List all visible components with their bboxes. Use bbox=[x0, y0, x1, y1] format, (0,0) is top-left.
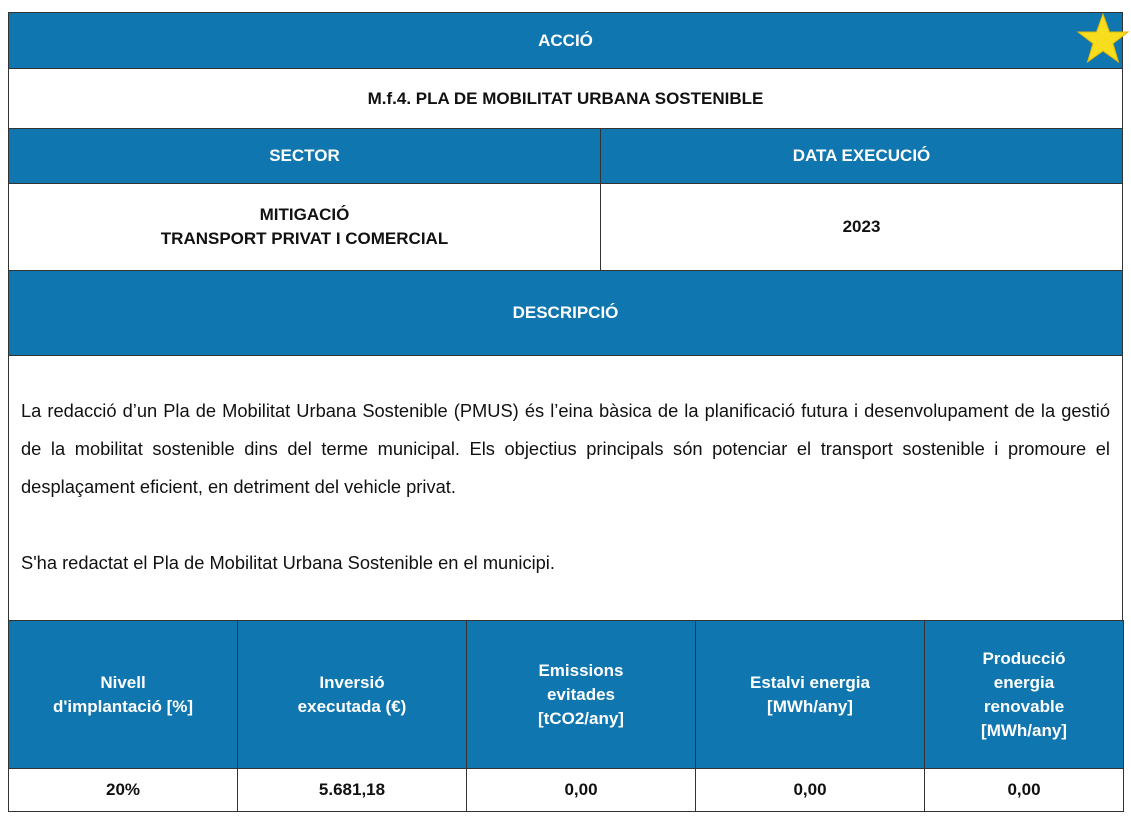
star-icon bbox=[1076, 12, 1130, 64]
description-paragraph: La redacció d’un Pla de Mobilitat Urbana… bbox=[21, 400, 1110, 497]
sector-line: TRANSPORT PRIVAT I COMERCIAL bbox=[160, 229, 449, 248]
header-line: [MWh/any] bbox=[767, 696, 853, 716]
header-line: Producció bbox=[982, 648, 1066, 668]
table-header-cell: Estalvi energia [MWh/any] bbox=[695, 620, 925, 769]
table-value-cell: 0,00 bbox=[695, 768, 925, 812]
value-text: 5.681,18 bbox=[318, 780, 386, 799]
table-value-cell: 20% bbox=[8, 768, 238, 812]
header-line: Nivell bbox=[100, 672, 146, 692]
sector-value: MITIGACIÓ TRANSPORT PRIVAT I COMERCIAL bbox=[8, 183, 601, 271]
code-title: M.f.4. PLA DE MOBILITAT URBANA SOSTENIBL… bbox=[8, 68, 1123, 129]
table-header-cell: Inversió executada (€) bbox=[237, 620, 467, 769]
header-line: renovable bbox=[983, 696, 1065, 716]
table-header-cell: Producció energia renovable [MWh/any] bbox=[924, 620, 1124, 769]
header-line: [MWh/any] bbox=[981, 720, 1067, 740]
header-line: Estalvi energia bbox=[749, 672, 870, 692]
date-text: 2023 bbox=[842, 217, 881, 236]
header-line: energia bbox=[993, 672, 1055, 692]
header-line: d'implantació [%] bbox=[52, 696, 194, 716]
description-body: La redacció d’un Pla de Mobilitat Urbana… bbox=[8, 355, 1123, 621]
sector-line: MITIGACIÓ bbox=[259, 205, 350, 224]
header-line: Emissions bbox=[538, 660, 624, 680]
value-text: 20% bbox=[105, 780, 141, 799]
table-value-cell: 5.681,18 bbox=[237, 768, 467, 812]
header-line: [tCO2/any] bbox=[538, 708, 624, 728]
table-header-cell: Emissions evitades [tCO2/any] bbox=[466, 620, 696, 769]
date-label: DATA EXECUCIÓ bbox=[792, 146, 931, 165]
header-line: Inversió bbox=[319, 672, 385, 692]
value-text: 0,00 bbox=[564, 780, 598, 799]
header-line: executada (€) bbox=[297, 696, 407, 716]
description-label: DESCRIPCIÓ bbox=[512, 303, 619, 322]
date-value: 2023 bbox=[600, 183, 1123, 271]
table-header-cell: Nivell d'implantació [%] bbox=[8, 620, 238, 769]
value-text: 0,00 bbox=[1007, 780, 1041, 799]
table-value-cell: 0,00 bbox=[924, 768, 1124, 812]
description-paragraph: S'ha redactat el Pla de Mobilitat Urbana… bbox=[21, 552, 555, 573]
header-line: evitades bbox=[546, 684, 616, 704]
description-header: DESCRIPCIÓ bbox=[8, 270, 1123, 356]
action-header: ACCIÓ bbox=[8, 12, 1123, 69]
action-label: ACCIÓ bbox=[538, 30, 593, 50]
date-header: DATA EXECUCIÓ bbox=[600, 128, 1123, 184]
value-text: 0,00 bbox=[793, 780, 827, 799]
table-value-cell: 0,00 bbox=[466, 768, 696, 812]
code-title-text: M.f.4. PLA DE MOBILITAT URBANA SOSTENIBL… bbox=[367, 88, 764, 108]
sector-label: SECTOR bbox=[269, 146, 340, 165]
sector-header: SECTOR bbox=[8, 128, 601, 184]
